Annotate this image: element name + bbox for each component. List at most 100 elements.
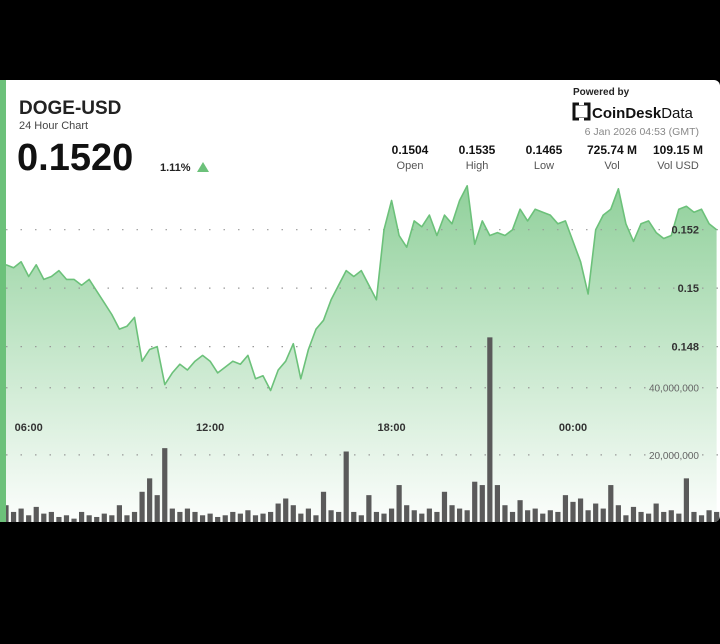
y-tick-label: 0.148 — [671, 342, 699, 354]
volume-bar — [494, 485, 500, 522]
volume-bar — [184, 508, 191, 522]
volume-bar — [638, 511, 644, 522]
volume-bar — [426, 508, 432, 522]
volume-bar — [298, 513, 304, 522]
y-tick-label: 0.152 — [671, 225, 699, 237]
volume-bar — [169, 508, 175, 522]
x-tick-label: 06:00 — [15, 422, 43, 434]
volume-bar — [698, 515, 705, 522]
stat-label: Open — [397, 160, 424, 172]
volume-bar — [154, 495, 160, 522]
volume-bar — [691, 511, 697, 522]
volume-bar — [313, 515, 319, 522]
volume-bar — [653, 503, 659, 522]
volume-bar — [86, 515, 92, 522]
current-price: 0.1520 — [17, 137, 133, 179]
volume-bar — [472, 481, 478, 522]
volume-bar — [260, 513, 266, 522]
volume-bar — [139, 491, 145, 522]
volume-bar — [404, 505, 410, 522]
up-arrow — [197, 162, 209, 172]
volume-bar — [630, 506, 637, 522]
volume-bar — [577, 498, 584, 522]
volume-bar — [457, 508, 463, 522]
volume-bar — [555, 511, 561, 522]
volume-bar — [351, 511, 357, 522]
stat-label: High — [466, 160, 489, 172]
volume-bar — [290, 505, 296, 522]
volume-bar — [328, 510, 334, 522]
volume-bar — [41, 513, 47, 522]
volume-bar — [192, 511, 198, 522]
volume-bar — [147, 478, 153, 522]
volume-bar — [646, 513, 652, 522]
volume-bar — [676, 513, 682, 522]
volume-bar — [593, 503, 599, 522]
volume-bar — [162, 448, 168, 522]
volume-bar — [396, 485, 402, 522]
volume-bar — [56, 516, 62, 522]
volume-bar — [79, 511, 85, 522]
volume-bar — [10, 511, 17, 522]
volume-bar — [487, 337, 493, 522]
volume-bar — [275, 503, 281, 522]
volume-bar — [479, 485, 485, 522]
volume-bar — [540, 513, 546, 522]
volume-bar — [600, 508, 606, 522]
powered-by: Powered by — [573, 87, 630, 98]
volume-bar — [283, 498, 289, 522]
stat-value: 725.74 M — [587, 143, 637, 157]
volume-bar — [464, 510, 470, 522]
volume-bar — [94, 516, 100, 522]
stat-value: 0.1535 — [459, 143, 496, 157]
volume-bar — [33, 506, 39, 522]
volume-bar — [366, 495, 372, 522]
y2-tick-label: 20,000,000 — [649, 451, 699, 462]
volume-bar — [101, 513, 107, 522]
volume-bar — [26, 515, 32, 522]
volume-bar — [222, 515, 228, 522]
accent-bar — [0, 80, 6, 522]
volume-bar — [245, 510, 251, 522]
price-area — [6, 185, 717, 522]
volume-bar — [449, 505, 455, 522]
volume-bar — [434, 511, 440, 522]
volume-bar — [441, 491, 448, 522]
volume-bar — [320, 491, 327, 522]
volume-bar — [305, 508, 311, 522]
brand-suffix: Data — [661, 105, 693, 122]
volume-bar — [48, 511, 54, 522]
volume-bar — [532, 508, 538, 522]
volume-bar — [252, 515, 259, 522]
x-tick-label: 12:00 — [196, 422, 224, 434]
volume-bar — [706, 510, 712, 522]
stat-value: 109.15 M — [653, 143, 703, 157]
volume-bar — [615, 505, 621, 522]
volume-bar — [547, 510, 553, 522]
volume-bar — [207, 513, 213, 522]
volume-bar — [373, 511, 380, 522]
volume-bar — [116, 505, 122, 522]
x-tick-label: 00:00 — [559, 422, 587, 434]
volume-bar — [215, 516, 221, 522]
volume-bar — [419, 513, 425, 522]
plot-area — [3, 185, 720, 522]
volume-bar — [585, 510, 591, 522]
volume-bar — [668, 510, 674, 522]
stats: 0.1504 Open 0.1535 High 0.1465 Low 725.74 M Vol… — [392, 143, 703, 172]
volume-bar — [268, 511, 274, 522]
volume-bar — [237, 513, 243, 522]
volume-bar — [343, 451, 349, 522]
volume-bar — [71, 518, 77, 522]
stat-value: 0.1465 — [526, 143, 563, 157]
volume-bar — [199, 515, 206, 522]
volume-bar — [570, 501, 576, 522]
volume-bar — [124, 515, 130, 522]
brand-logo-icon — [572, 100, 591, 123]
volume-bar — [63, 515, 70, 522]
volume-bar — [131, 511, 138, 522]
volume-bar — [358, 515, 364, 522]
volume-bar — [517, 500, 523, 522]
